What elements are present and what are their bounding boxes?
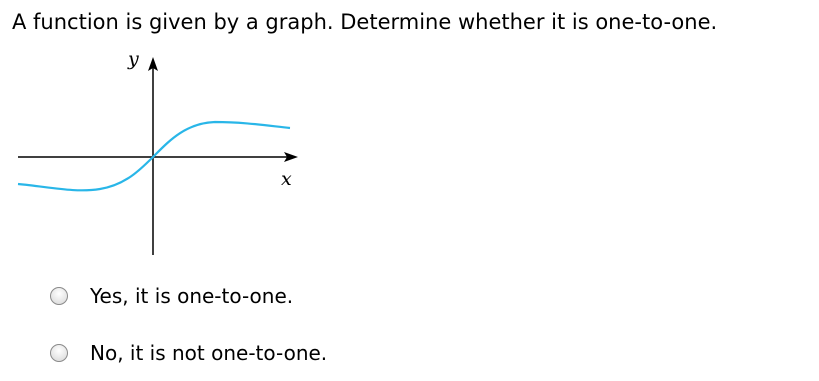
function-curve (17, 120, 291, 192)
option-label: Yes, it is one-to-one. (90, 284, 294, 308)
question-text: A function is given by a graph. Determin… (12, 10, 718, 34)
y-axis-label: y (127, 48, 139, 70)
function-graph: y x (17, 48, 298, 255)
option-label: No, it is not one-to-one. (90, 341, 328, 365)
option-no[interactable]: No, it is not one-to-one. (50, 341, 327, 365)
y-axis-arrow (148, 57, 158, 71)
radio-button[interactable] (50, 344, 68, 362)
option-yes[interactable]: Yes, it is one-to-one. (50, 284, 293, 308)
radio-button[interactable] (50, 287, 68, 305)
x-axis-arrow (284, 152, 298, 162)
x-axis-label: x (281, 168, 292, 190)
